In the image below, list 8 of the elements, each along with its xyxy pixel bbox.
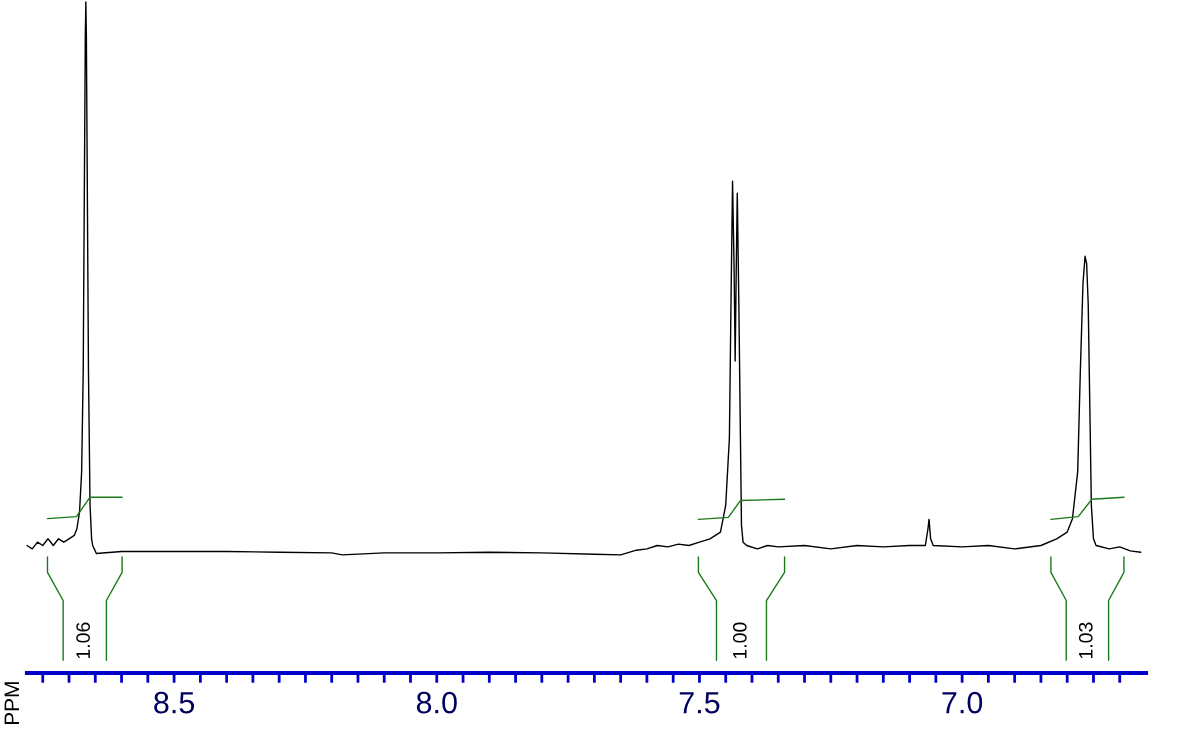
annotation: 1.03	[1078, 622, 1093, 659]
annotation: 1.00	[732, 622, 747, 659]
x-tick-label: 7.0	[942, 691, 983, 714]
x-tick-label: 7.5	[679, 692, 720, 714]
annotation: 1.06	[76, 622, 91, 659]
y-axis-title: PPM	[4, 682, 19, 725]
x-tick-label: 8.5	[154, 691, 195, 714]
x-tick-label: 8.0	[416, 691, 457, 714]
